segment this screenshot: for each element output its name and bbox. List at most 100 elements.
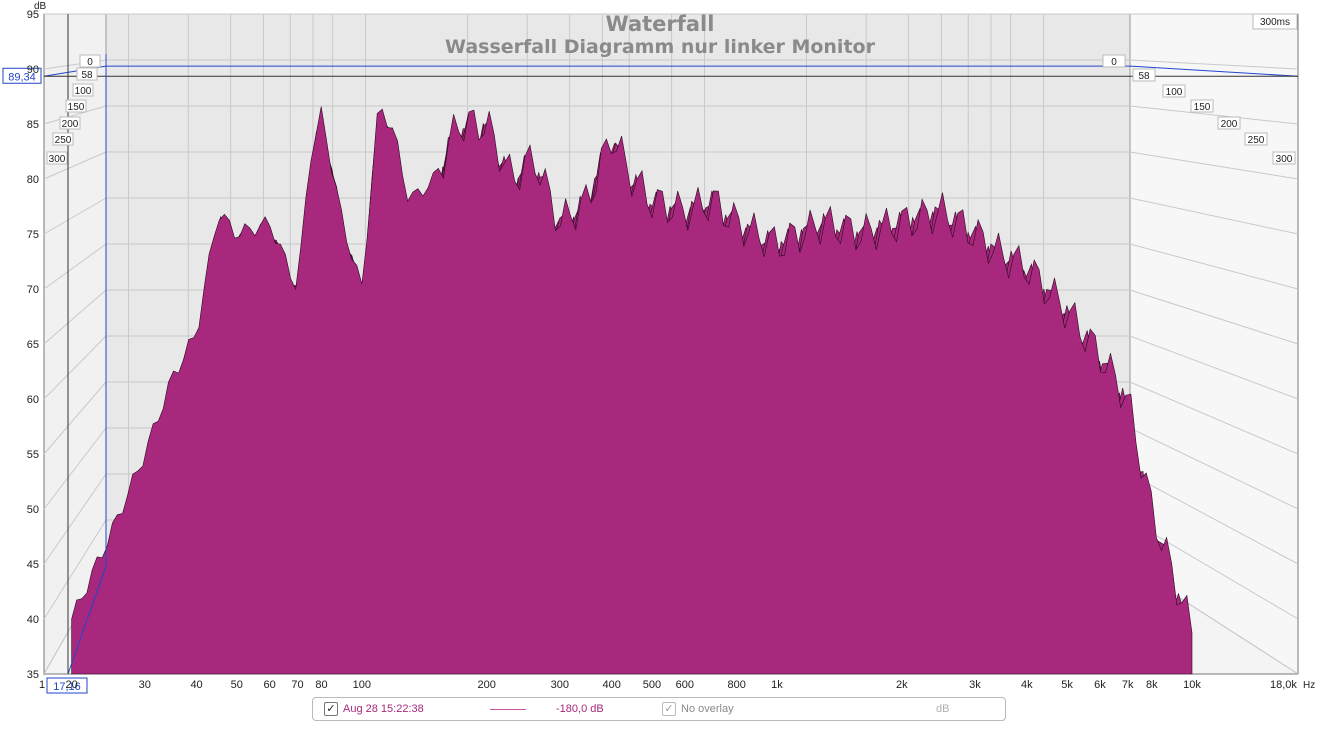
overlay-checkbox[interactable]: ✓ (662, 702, 676, 716)
grid-line-y-side (1129, 289, 1299, 345)
cursor-line-vertical (67, 54, 107, 675)
grid-line-y-side (43, 427, 107, 510)
grid-line-y-side (43, 243, 107, 290)
x-tick-label: 40 (190, 679, 202, 691)
y-axis-label: dB (34, 1, 47, 12)
waterfall-slices (71, 106, 1193, 675)
time-tick-right: 250 (1248, 135, 1265, 146)
time-tick-box-left (46, 151, 68, 165)
x-tick-label: 600 (676, 679, 694, 691)
x-tick-label: 10k (1183, 679, 1201, 691)
y-cursor-readout-box (2, 67, 42, 84)
chart-title: Waterfall (606, 12, 715, 36)
time-tick-right: 0 (1111, 57, 1117, 68)
time-tick-box-right (1132, 68, 1156, 82)
chart-subtitle: Wasserfall Diagramm nur linker Monitor (445, 36, 876, 58)
grid-line-y-side (43, 197, 107, 235)
y-tick-label: 60 (27, 394, 39, 406)
x-tick-label: 1k (771, 679, 783, 691)
time-tick-box-left (72, 83, 94, 97)
grid-line-y-side (1129, 59, 1299, 70)
x-tick-label: 3k (969, 679, 981, 691)
series-label: Aug 28 15:22:38 (343, 703, 424, 715)
time-tick-box-left (59, 116, 81, 130)
time-tick-box-right (1162, 84, 1186, 98)
grid-line-y-side (43, 335, 107, 400)
grid-line-y-side (1129, 335, 1299, 400)
grid-line-y-side (1129, 473, 1299, 565)
time-range-label: 300ms (1260, 17, 1290, 28)
time-tick-left: 250 (55, 135, 72, 146)
time-tick-right: 58 (1138, 71, 1150, 82)
x-tick-label: 4k (1021, 679, 1033, 691)
time-tick-box-left (65, 99, 87, 113)
x-cursor-readout: 17,16 (53, 681, 81, 693)
grid-line-y-side (1129, 519, 1299, 620)
time-tick-box-left (76, 67, 98, 81)
series-level: -180,0 dB (556, 703, 604, 715)
time-tick-right: 100 (1166, 87, 1183, 98)
x-start-label: 1 (39, 679, 45, 691)
x-tick-label: 30 (139, 679, 151, 691)
x-end-label: 18,0k (1270, 679, 1297, 691)
legend-bar: ✓ Aug 28 15:22:38 -180,0 dB ✓ No overlay… (312, 697, 1006, 721)
x-tick-label: 60 (264, 679, 276, 691)
grid-line-y-side (1129, 381, 1299, 455)
x-tick-label: 50 (231, 679, 243, 691)
y-tick-label: 90 (27, 64, 39, 76)
grid-line-y-side (1129, 427, 1299, 510)
grid-line-y-side (43, 289, 107, 345)
grid-line-y-side (1129, 151, 1299, 180)
x-tick-label: 70 (291, 679, 303, 691)
series-checkbox[interactable]: ✓ (324, 702, 338, 716)
x-tick-label: 20 (65, 679, 77, 691)
x-tick-label: 200 (478, 679, 496, 691)
time-tick-left: 150 (68, 102, 85, 113)
y-tick-label: 55 (27, 449, 39, 461)
cursor-line-horizontal (43, 65, 1299, 77)
time-tick-box-left (52, 132, 74, 146)
time-tick-box-right (1102, 54, 1126, 68)
grid-line-y-side (43, 105, 107, 125)
x-cursor-readout-box (46, 677, 88, 694)
y-cursor-readout: 89,34 (8, 71, 36, 83)
overlay-label[interactable]: No overlay (681, 703, 734, 715)
x-tick-label: 300 (551, 679, 569, 691)
x-tick-label: 500 (643, 679, 661, 691)
grid-line-y-side (43, 151, 107, 180)
x-tick-label: 8k (1146, 679, 1158, 691)
y-tick-label: 50 (27, 504, 39, 516)
time-tick-box-right (1272, 151, 1296, 165)
y-tick-label: 45 (27, 559, 39, 571)
time-tick-right: 150 (1194, 102, 1211, 113)
x-axis-label: Hz (1303, 680, 1315, 691)
time-tick-right: 300 (1276, 154, 1293, 165)
series-line-swatch (490, 709, 526, 710)
y-tick-label: 35 (27, 669, 39, 681)
x-tick-label: 100 (353, 679, 371, 691)
grid-line-y-side (1129, 197, 1299, 235)
waterfall-slice (71, 106, 1193, 675)
time-tick-box-right (1190, 99, 1214, 113)
y-tick-label: 95 (27, 9, 39, 21)
y-tick-label: 65 (27, 339, 39, 351)
time-range-box (1252, 13, 1298, 30)
time-tick-right: 200 (1221, 119, 1238, 130)
x-tick-label: 80 (315, 679, 327, 691)
chart-axes: 35 40 45 50 55 60 65 70 75 80 85 90 95 20 30 40 50 60 70 80… (27, 9, 1298, 691)
time-tick-box-right (1244, 132, 1268, 146)
y-tick-label: 75 (27, 229, 39, 241)
x-tick-label: 5k (1061, 679, 1073, 691)
time-tick-left: 0 (87, 57, 93, 68)
y-tick-label: 40 (27, 614, 39, 626)
time-tick-box-right (1217, 116, 1241, 130)
time-tick-box-left (79, 54, 101, 68)
time-tick-left: 58 (81, 70, 93, 81)
x-tick-label: 400 (603, 679, 621, 691)
x-tick-label: 6k (1094, 679, 1106, 691)
grid-line-y-side (43, 381, 107, 455)
grid-line-y-side (43, 519, 107, 620)
time-tick-left: 200 (62, 119, 79, 130)
